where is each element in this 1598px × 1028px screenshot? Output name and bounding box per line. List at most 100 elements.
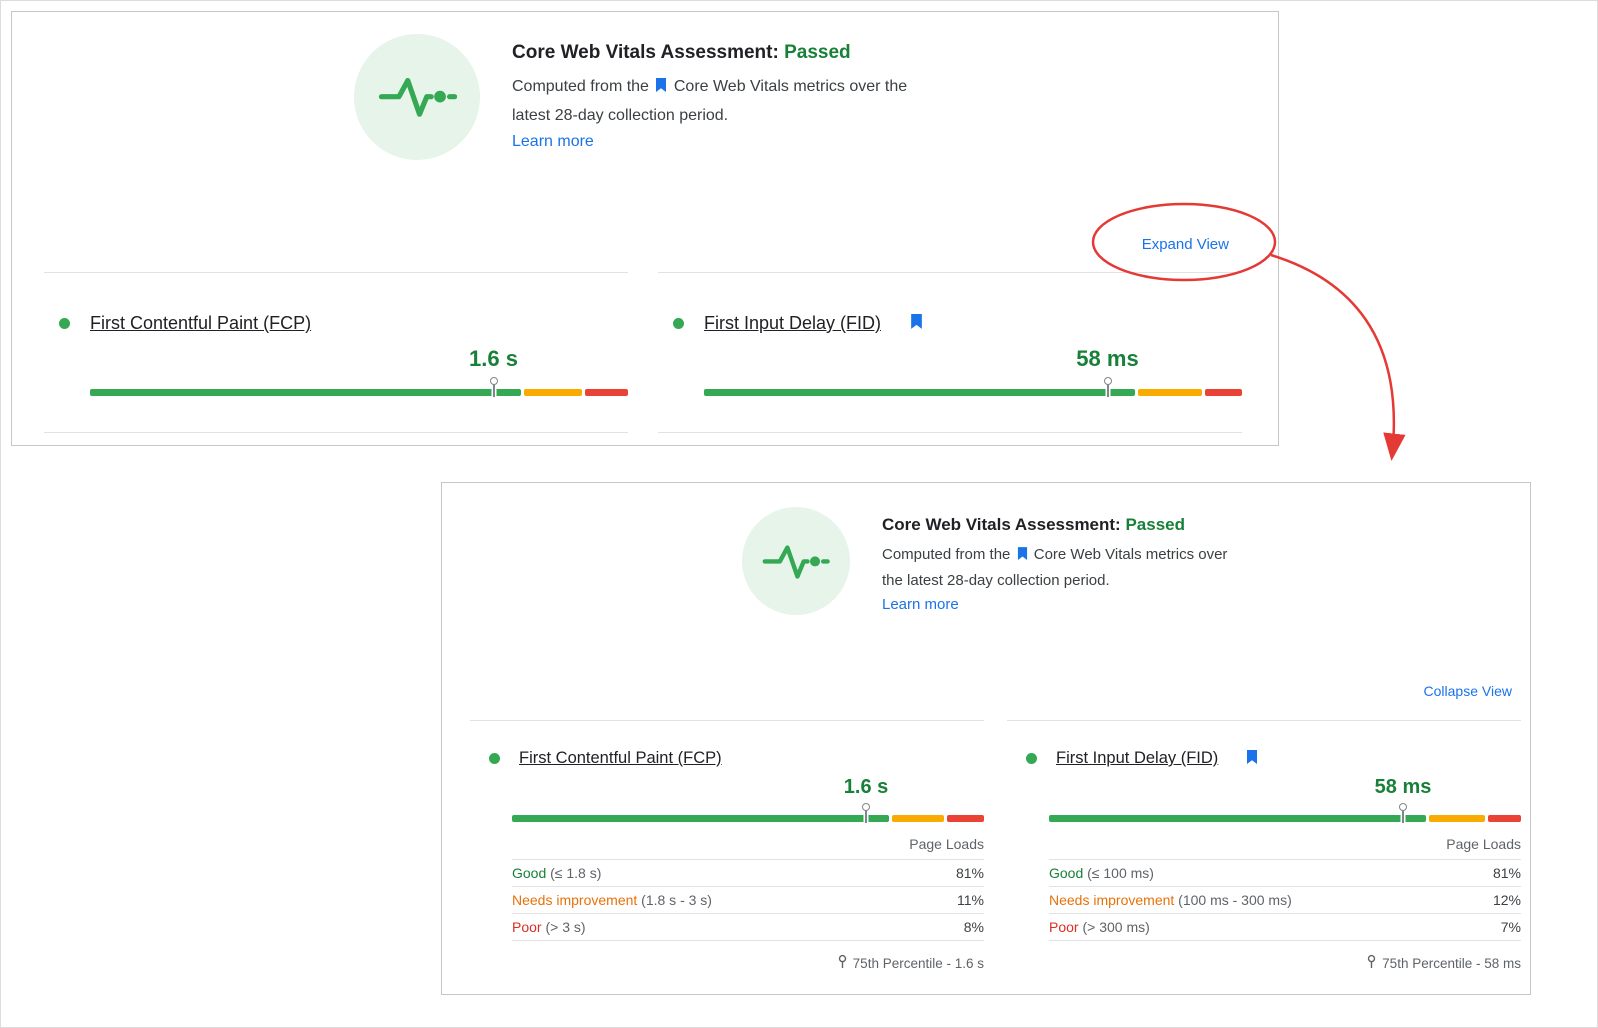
expand-view-link[interactable]: Expand View — [1141, 236, 1229, 253]
bar-segment-poor — [946, 815, 984, 822]
page-loads-header: Page Loads — [1049, 830, 1521, 860]
percentile-pin-glyph-icon — [837, 954, 848, 972]
fid-metric: First Input Delay (FID) 58 ms Page Loads — [1007, 720, 1521, 982]
row-range: (> 3 s) — [545, 919, 586, 935]
bookmark-icon — [653, 78, 669, 95]
pulse-icon — [354, 34, 480, 160]
bar-segment-needs-improvement — [523, 389, 583, 396]
bar-segment-good — [1049, 815, 1427, 822]
assessment-title-text: Core Web Vitals Assessment: — [882, 515, 1121, 534]
assessment-status: Passed — [784, 42, 851, 63]
fcp-distribution-bar: 1.6 s — [512, 774, 984, 826]
fid-metric: First Input Delay (FID) 58 ms — [658, 272, 1242, 433]
page-loads-header: Page Loads — [512, 830, 984, 860]
row-percent: 81% — [1492, 865, 1521, 881]
desc-link-text: Core Web Vitals metrics — [1033, 546, 1195, 563]
row-name: Good — [512, 865, 547, 881]
row-range: (1.8 s - 3 s) — [641, 892, 712, 908]
row-percent: 11% — [957, 892, 984, 908]
assessment-description: Computed from the Core Web Vitals metric… — [512, 72, 922, 130]
fid-distribution-bar: 58 ms — [1049, 774, 1521, 826]
percentile-pin-icon — [492, 383, 495, 397]
bar-segment-good — [90, 389, 521, 396]
desc-prefix: Computed from the — [512, 78, 649, 95]
fid-distribution-bar: 58 ms — [704, 342, 1242, 402]
bar-segment-poor — [585, 389, 628, 396]
fcp-value: 1.6 s — [469, 346, 518, 371]
fcp-value: 1.6 s — [843, 776, 889, 798]
row-range: (≤ 100 ms) — [1087, 865, 1154, 881]
bar-segment-needs-improvement — [892, 815, 944, 822]
assessment-title-text: Core Web Vitals Assessment: — [512, 42, 779, 63]
assessment-description: Computed from the Core Web Vitals metric… — [882, 542, 1242, 594]
percentile-pin-icon — [865, 809, 867, 823]
distribution-bar — [1049, 815, 1521, 822]
desc-link-text: Core Web Vitals metrics — [673, 78, 845, 95]
fcp-distribution-bar: 1.6 s — [90, 342, 628, 402]
bar-segment-needs-improvement — [1137, 389, 1202, 396]
row-name: Poor — [1049, 919, 1079, 935]
row-range: (> 300 ms) — [1082, 919, 1150, 935]
row-name: Good — [1049, 865, 1084, 881]
collapse-view-link[interactable]: Collapse View — [1423, 683, 1512, 699]
fcp-metric: First Contentful Paint (FCP) 1.6 s — [44, 272, 628, 433]
distribution-bar — [704, 389, 1242, 396]
table-row: Good (≤ 1.8 s) 81% — [512, 860, 984, 887]
fcp-details-table: Page Loads Good (≤ 1.8 s) 81% Needs impr… — [512, 830, 984, 972]
row-name: Needs improvement — [512, 892, 638, 908]
bar-segment-poor — [1204, 389, 1242, 396]
metrics-row: First Contentful Paint (FCP) 1.6 s — [44, 272, 1242, 433]
desc-prefix: Computed from the — [882, 546, 1011, 563]
distribution-bar — [90, 389, 628, 396]
learn-more-link[interactable]: Learn more — [882, 596, 959, 613]
percentile-text: 75th Percentile - 58 ms — [1382, 955, 1521, 971]
row-name: Needs improvement — [1049, 892, 1175, 908]
row-name: Poor — [512, 919, 542, 935]
percentile-pin-glyph-icon — [1366, 954, 1377, 972]
bookmark-icon — [901, 314, 923, 333]
assessment-status: Passed — [1125, 515, 1186, 534]
row-percent: 8% — [963, 919, 984, 935]
assessment-title: Core Web Vitals Assessment: Passed — [882, 515, 1242, 535]
fcp-label-link[interactable]: First Contentful Paint (FCP) — [519, 749, 722, 767]
row-range: (100 ms - 300 ms) — [1178, 892, 1292, 908]
table-row: Poor (> 3 s) 8% — [512, 914, 984, 941]
bar-segment-good — [704, 389, 1135, 396]
metric-dot — [673, 318, 684, 329]
pulse-icon — [742, 507, 850, 615]
bar-segment-poor — [1488, 815, 1521, 822]
percentile-footer: 75th Percentile - 1.6 s — [512, 941, 984, 972]
desc-suffix: over the latest 28-day collection period… — [512, 78, 908, 124]
percentile-pin-icon — [1106, 383, 1109, 397]
cwv-panel-collapsed: Core Web Vitals Assessment: Passed Compu… — [11, 11, 1279, 446]
row-percent: 12% — [1492, 892, 1521, 908]
fid-label-link[interactable]: First Input Delay (FID) — [704, 313, 882, 333]
table-row: Needs improvement (100 ms - 300 ms) 12% — [1049, 887, 1521, 914]
table-row: Good (≤ 100 ms) 81% — [1049, 860, 1521, 887]
cwv-panel-expanded: Core Web Vitals Assessment: Passed Compu… — [441, 482, 1531, 995]
percentile-pin-icon — [1402, 809, 1404, 823]
row-range: (≤ 1.8 s) — [550, 865, 602, 881]
pointer-arrow — [1270, 253, 1406, 461]
metrics-row: First Contentful Paint (FCP) 1.6 s Page … — [470, 720, 1521, 982]
distribution-bar — [512, 815, 984, 822]
percentile-text: 75th Percentile - 1.6 s — [852, 955, 984, 971]
bar-segment-needs-improvement — [1429, 815, 1486, 822]
bookmark-icon — [1237, 749, 1258, 768]
percentile-footer: 75th Percentile - 58 ms — [1049, 941, 1521, 972]
learn-more-link[interactable]: Learn more — [512, 133, 594, 150]
metric-dot — [59, 318, 70, 329]
cwv-header: Core Web Vitals Assessment: Passed Compu… — [512, 42, 922, 151]
fcp-label-link[interactable]: First Contentful Paint (FCP) — [90, 313, 312, 333]
fid-details-table: Page Loads Good (≤ 100 ms) 81% Needs imp… — [1049, 830, 1521, 972]
table-row: Poor (> 300 ms) 7% — [1049, 914, 1521, 941]
bookmark-icon — [1015, 546, 1030, 563]
fid-value: 58 ms — [1374, 776, 1432, 798]
table-row: Needs improvement (1.8 s - 3 s) 11% — [512, 887, 984, 914]
desc-suffix: over the latest 28-day collection period… — [882, 546, 1228, 589]
fid-label-link[interactable]: First Input Delay (FID) — [1056, 749, 1219, 767]
row-percent: 7% — [1500, 919, 1521, 935]
metric-dot — [489, 753, 500, 764]
cwv-header: Core Web Vitals Assessment: Passed Compu… — [882, 515, 1242, 614]
